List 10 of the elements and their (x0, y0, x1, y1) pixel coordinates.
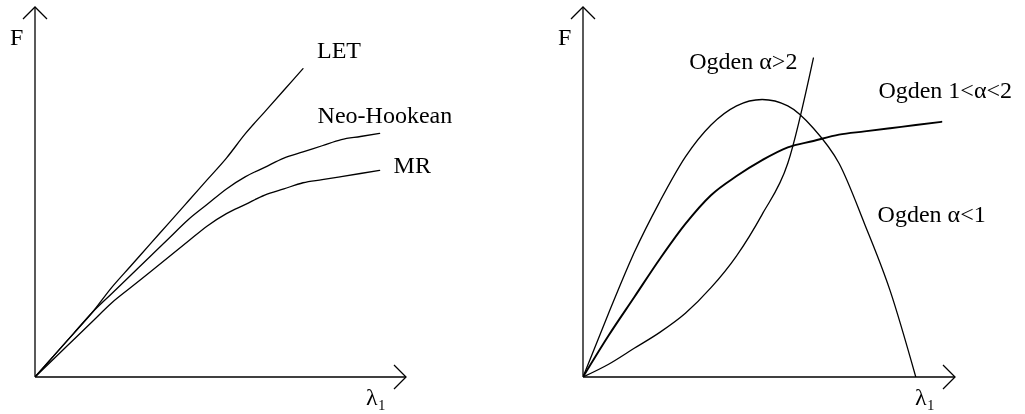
y-axis-title: F (10, 24, 24, 50)
x-axis-title: λ₁ (915, 384, 936, 410)
y-axis-title: F (558, 24, 572, 50)
series-label: Ogden α>2 (689, 48, 798, 75)
series-label: Ogden α<1 (877, 200, 986, 227)
series-label: LET (317, 36, 362, 63)
series-label: Neo-Hookean (317, 102, 453, 129)
x-axis-title: λ₁ (366, 384, 387, 410)
series-label: Ogden 1<α<2 (878, 76, 1013, 103)
series-label: MR (393, 152, 431, 179)
